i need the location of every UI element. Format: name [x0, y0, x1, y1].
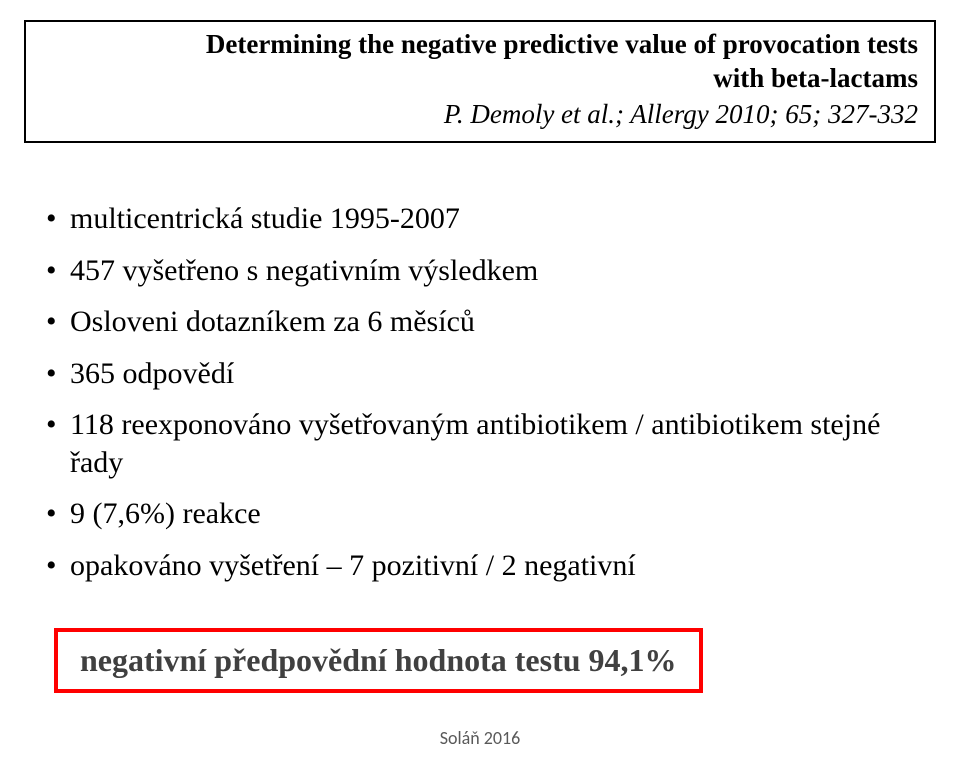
list-item: 457 vyšetřeno s negativním výsledkem	[40, 252, 920, 290]
list-item-text: 118 reexponováno vyšetřovaným antibiotik…	[70, 408, 880, 479]
result-text: negativní předpovědní hodnota testu 94,1…	[80, 642, 677, 678]
list-item: Osloveni dotazníkem za 6 měsíců	[40, 303, 920, 341]
list-item-text: multicentrická studie 1995-2007	[70, 202, 460, 235]
slide: Determining the negative predictive valu…	[0, 0, 960, 759]
citation-line: P. Demoly et al.; Allergy 2010; 65; 327-…	[42, 98, 918, 132]
title-line-2: with beta-lactams	[42, 62, 918, 96]
list-item: 118 reexponováno vyšetřovaným antibiotik…	[40, 406, 920, 481]
bullet-list: multicentrická studie 1995-2007 457 vyše…	[40, 200, 920, 598]
result-box: negativní předpovědní hodnota testu 94,1…	[54, 628, 703, 693]
list-item: multicentrická studie 1995-2007	[40, 200, 920, 238]
list-item: 9 (7,6%) reakce	[40, 495, 920, 533]
footer-text: Soláň 2016	[0, 727, 960, 749]
list-item: opakováno vyšetření – 7 pozitivní / 2 ne…	[40, 547, 920, 585]
list-item-text: 365 odpovědí	[70, 357, 234, 390]
title-line-1: Determining the negative predictive valu…	[42, 28, 918, 62]
list-item-text: 457 vyšetřeno s negativním výsledkem	[70, 254, 538, 287]
list-item-text: Osloveni dotazníkem za 6 měsíců	[70, 305, 475, 338]
list-item-text: opakováno vyšetření – 7 pozitivní / 2 ne…	[70, 549, 636, 582]
list-item-text: 9 (7,6%) reakce	[70, 497, 261, 530]
list-item: 365 odpovědí	[40, 355, 920, 393]
title-box: Determining the negative predictive valu…	[24, 20, 936, 143]
